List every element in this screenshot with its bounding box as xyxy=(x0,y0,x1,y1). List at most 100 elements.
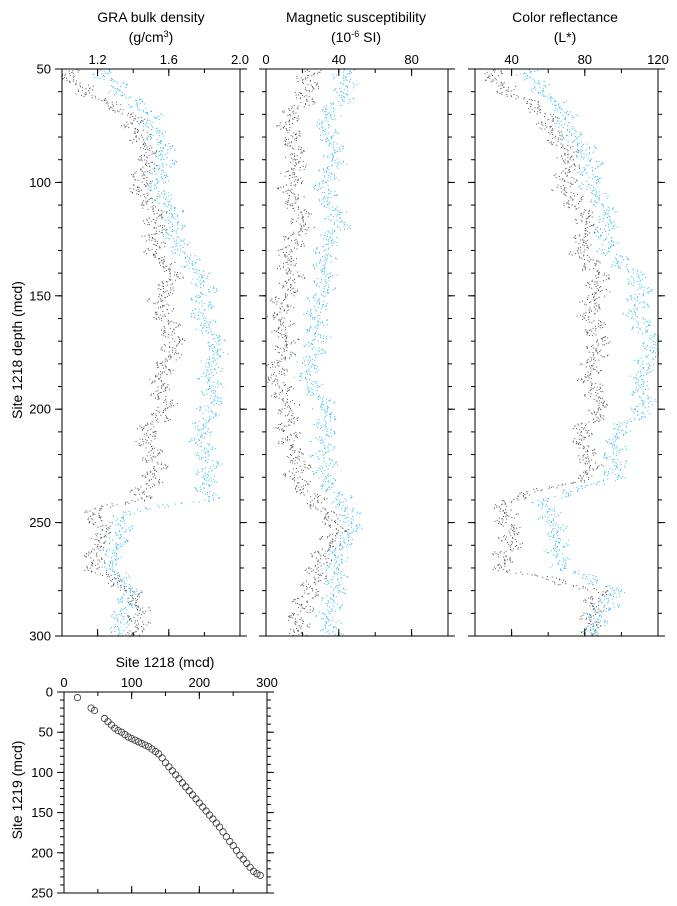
data-point xyxy=(299,223,301,225)
data-point xyxy=(156,365,158,366)
data-point xyxy=(106,101,108,103)
data-point xyxy=(327,406,329,408)
data-point xyxy=(283,308,285,310)
data-point xyxy=(125,529,127,531)
data-point xyxy=(286,273,288,275)
data-point xyxy=(130,513,132,515)
data-point xyxy=(136,102,138,104)
data-point xyxy=(168,334,170,335)
data-point xyxy=(142,136,144,138)
data-point xyxy=(324,192,326,193)
data-point xyxy=(167,407,169,409)
data-point xyxy=(134,172,136,174)
data-point xyxy=(151,110,152,112)
data-point xyxy=(127,620,129,622)
data-point xyxy=(578,164,580,166)
data-point xyxy=(204,453,206,454)
data-point xyxy=(129,530,131,532)
data-point xyxy=(157,386,159,388)
data-point xyxy=(290,353,292,355)
data-point xyxy=(316,387,318,388)
data-point xyxy=(332,158,334,160)
data-point xyxy=(317,353,319,355)
data-point xyxy=(200,435,201,437)
data-point xyxy=(217,349,219,351)
data-point xyxy=(210,345,212,347)
data-point xyxy=(92,562,94,564)
data-point xyxy=(339,149,340,151)
data-point xyxy=(324,232,326,234)
data-point xyxy=(340,558,342,560)
data-point xyxy=(130,589,132,590)
data-point xyxy=(274,392,276,394)
data-point xyxy=(355,530,357,532)
data-point xyxy=(324,416,326,418)
data-point xyxy=(194,283,196,285)
data-point xyxy=(148,451,150,453)
data-point xyxy=(150,138,152,140)
data-point xyxy=(301,241,303,242)
data-point xyxy=(100,69,102,71)
data-point xyxy=(214,386,216,388)
data-point xyxy=(289,386,291,388)
data-point xyxy=(154,152,156,154)
data-point xyxy=(300,632,302,634)
data-point xyxy=(296,240,298,242)
data-point xyxy=(287,202,289,203)
data-point xyxy=(116,625,118,627)
data-point xyxy=(170,284,172,286)
data-point xyxy=(158,397,160,399)
data-point xyxy=(315,252,317,254)
data-point xyxy=(549,127,551,129)
data-point xyxy=(165,164,167,166)
data-point xyxy=(126,622,128,624)
data-point xyxy=(327,204,329,206)
data-point xyxy=(322,255,323,257)
data-point xyxy=(334,431,335,433)
data-point xyxy=(320,353,322,355)
data-point xyxy=(341,562,343,564)
data-point xyxy=(306,580,307,582)
data-point xyxy=(289,174,291,176)
data-point xyxy=(326,410,328,412)
data-point xyxy=(212,360,214,362)
data-point xyxy=(326,109,328,111)
data-point xyxy=(351,543,353,545)
data-point xyxy=(326,402,328,404)
data-point xyxy=(123,582,125,584)
data-point xyxy=(111,78,112,80)
data-point xyxy=(171,250,173,252)
data-point xyxy=(166,206,168,208)
data-point xyxy=(286,370,288,372)
data-point xyxy=(138,596,140,598)
data-point xyxy=(143,426,145,428)
data-point xyxy=(138,489,140,491)
data-point xyxy=(312,89,314,91)
data-point xyxy=(196,329,198,330)
data-point xyxy=(214,447,216,449)
data-point xyxy=(329,420,331,422)
data-point xyxy=(326,255,328,257)
data-point xyxy=(551,116,553,118)
data-point xyxy=(208,348,210,350)
data-point xyxy=(582,239,584,241)
data-point xyxy=(196,473,198,475)
data-point xyxy=(192,422,194,424)
data-point xyxy=(137,628,139,630)
data-point xyxy=(154,170,156,172)
data-point xyxy=(101,566,103,568)
data-point xyxy=(138,628,139,630)
data-point xyxy=(282,287,284,289)
data-point xyxy=(334,432,336,434)
data-point xyxy=(176,274,178,276)
data-point xyxy=(163,305,165,307)
data-point xyxy=(284,310,285,312)
data-point xyxy=(215,481,217,483)
data-point xyxy=(127,615,129,617)
data-point xyxy=(172,252,174,254)
data-point xyxy=(320,188,321,190)
data-point xyxy=(353,531,355,533)
data-point xyxy=(274,349,276,350)
data-point xyxy=(116,619,118,621)
data-point xyxy=(356,527,358,529)
